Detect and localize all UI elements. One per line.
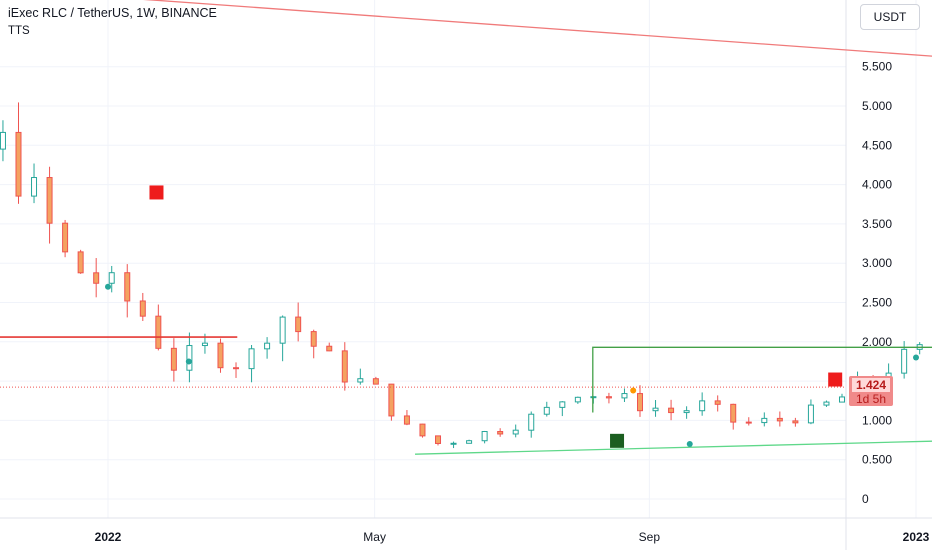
candle-body [295,316,302,333]
price-tick-label: 0 [862,492,869,506]
candle-body [699,400,706,412]
chart-title: iExec RLC / TetherUS, 1W, BINANCE [8,6,217,20]
candle-body [512,429,519,435]
candle-body [201,342,208,347]
candle-body [559,401,566,408]
teal-dot-marker [686,440,693,447]
candle-body [901,348,908,374]
candle-body [388,383,395,417]
candle-body [62,222,69,253]
last-price-value: 1.424 [852,378,890,392]
candle-body [326,345,333,352]
candle-body [838,396,845,403]
trendline-rising-support[interactable] [415,409,932,455]
candle-body [543,406,550,415]
candle-body [0,131,6,150]
indicator-label[interactable]: TTS [8,25,30,37]
candle-body [683,410,690,414]
candle-body [450,442,457,445]
candle-body [46,177,53,224]
candle-body [77,251,84,274]
price-tick-label: 2.500 [862,296,892,310]
candle-body [15,131,22,197]
teal-dot-marker [105,283,111,290]
candle-body [108,272,115,284]
candle-body [807,404,814,424]
candle-body [792,420,799,424]
candle-body [419,423,426,437]
candle-body [528,413,535,431]
bar-countdown: 1d 5h [855,392,887,406]
candle-body [170,347,177,371]
range-box[interactable] [592,346,932,413]
candle-body [497,431,504,435]
candle-body [668,407,675,414]
candle-body [310,331,317,347]
candle-body [574,396,581,403]
candle-body [637,393,644,412]
teal-dot-marker [913,354,919,361]
price-tick-label: 4.000 [862,178,892,192]
price-tick-label: 5.500 [862,60,892,74]
candle-body [31,177,38,197]
candle-body [341,350,348,383]
candle-body [155,315,162,349]
candle-body [435,435,442,444]
price-tick-label: 1.000 [862,413,892,427]
candle-body [372,378,379,385]
time-tick-label: 2023 [903,530,930,544]
candle-body [264,342,271,350]
sell-signal-marker [828,372,843,387]
candle-body [357,378,364,383]
price-tick-label: 3.000 [862,256,892,270]
sell-signal-marker [149,185,164,200]
candle-body [466,440,473,444]
last-price-tag: 1.424 1d 5h [849,376,893,406]
candle-body [217,342,224,369]
price-tick-label: 0.500 [862,453,892,467]
candle-body [823,401,830,406]
candle-body [652,407,659,412]
candle-body [124,272,131,302]
candle-body [233,367,240,370]
orange-dot-marker [630,387,637,394]
price-tick-label: 2.000 [862,335,892,349]
candle-body [139,300,146,317]
price-tick-label: 4.500 [862,138,892,152]
candle-body [621,393,628,399]
candle-body [481,431,488,442]
candle-body [730,403,737,423]
candle-body [93,272,100,284]
candle-body [186,345,193,371]
trendline-falling-resistance[interactable] [0,0,932,149]
candle-body [248,348,255,370]
candle-body [714,400,721,405]
candle-body [761,417,768,424]
price-tick-label: 5.000 [862,99,892,113]
teal-dot-marker [185,358,192,365]
candle-body [605,396,612,399]
currency-button[interactable]: USDT [860,4,920,30]
time-tick-label: Sep [639,530,661,544]
time-tick-label: May [363,530,386,544]
price-tick-label: 3.500 [862,217,892,231]
candle-body [745,421,752,424]
buy-signal-marker [610,433,625,448]
candle-body [403,415,410,425]
candle-body [776,417,783,422]
time-tick-label: 2022 [95,530,122,544]
candle-body [279,316,286,344]
